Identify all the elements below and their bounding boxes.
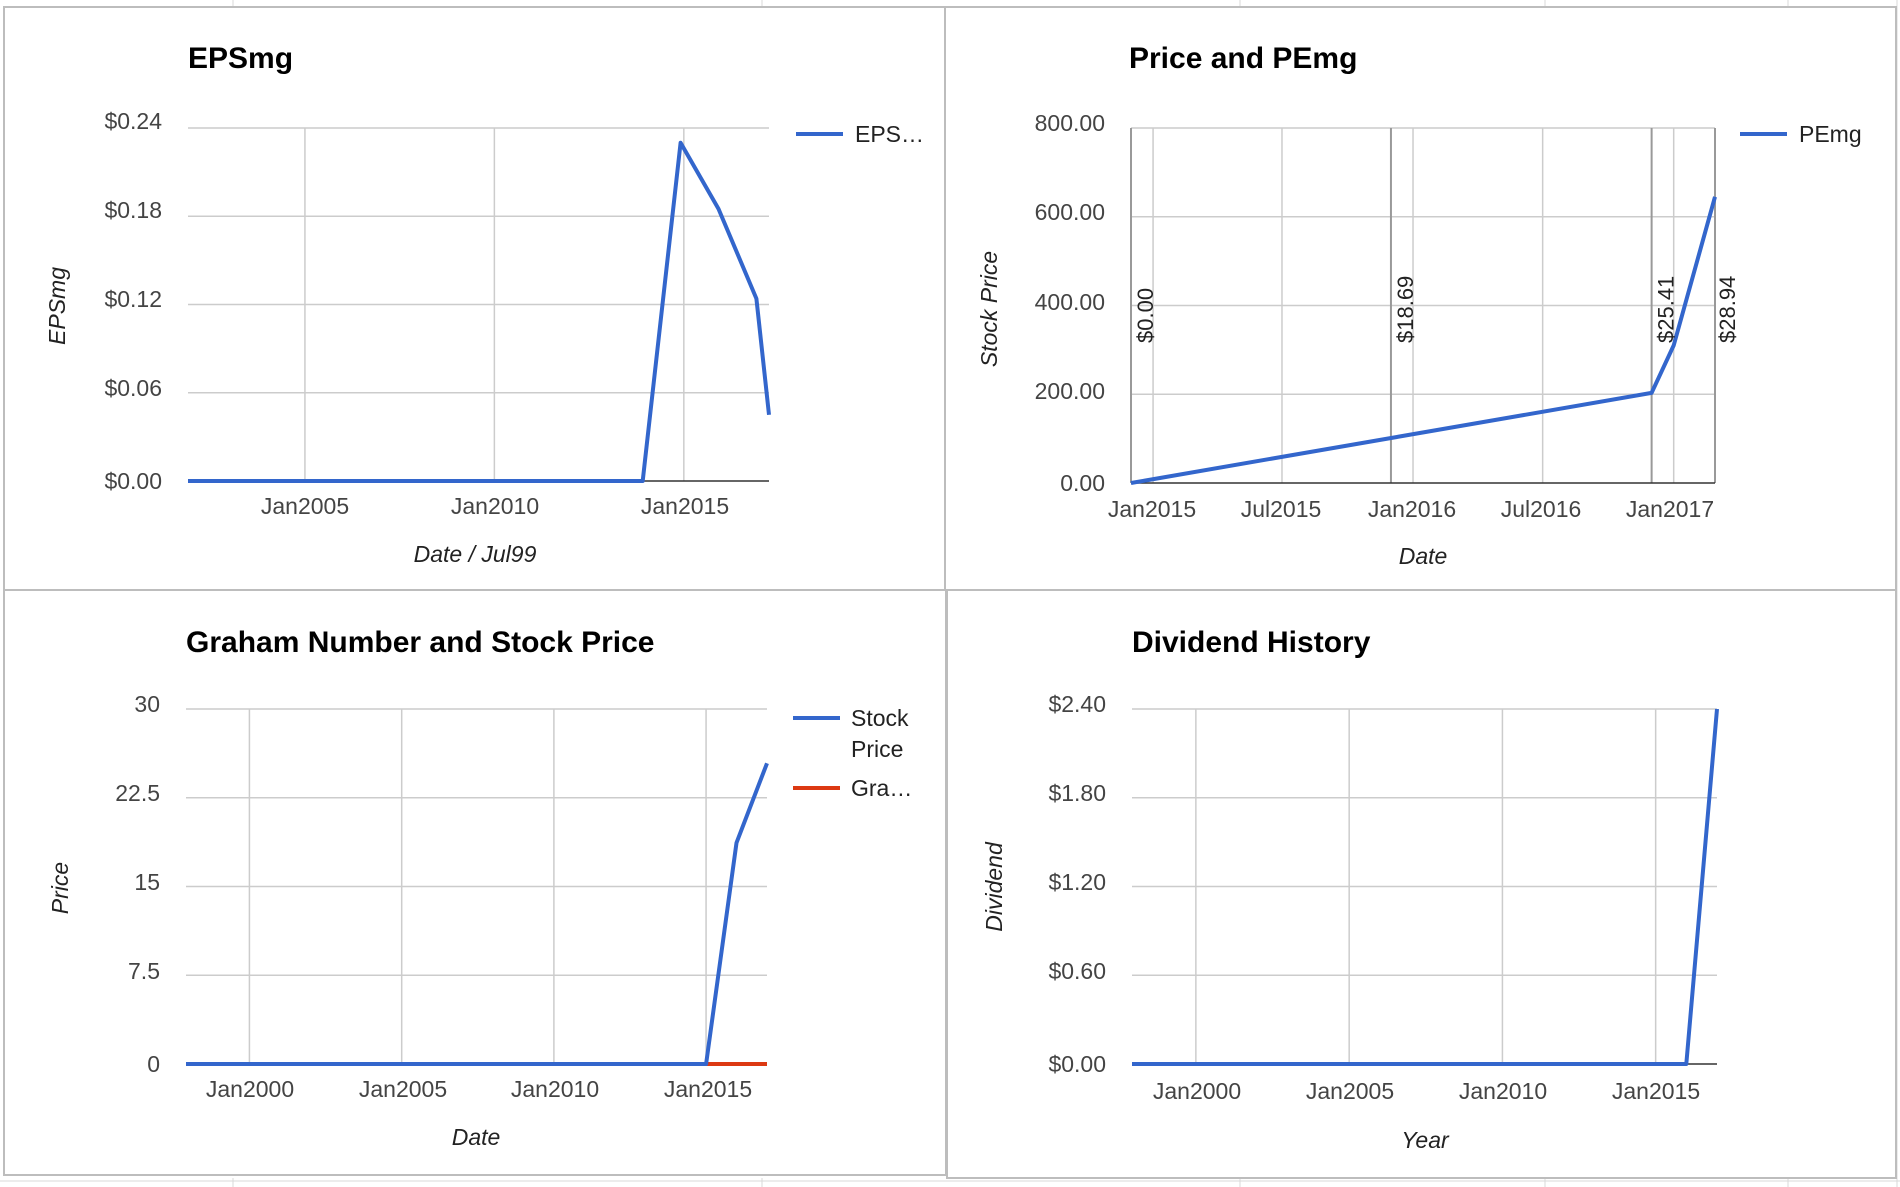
legend: Stock Price Gra… (793, 705, 912, 801)
x-tick-label: Jan2015 (641, 493, 729, 519)
x-tick-label: Jan2005 (261, 493, 349, 519)
chart-dividend-history[interactable]: Dividend History $2.40 $1.80 $1.20 $0.60… (946, 589, 1897, 1179)
x-tick-label: Jan2000 (1153, 1078, 1241, 1104)
y-tick-label: 7.5 (128, 958, 160, 984)
y-axis-title: Price (47, 862, 73, 914)
chart-title: Price and PEmg (1129, 42, 1357, 75)
chart-graham-number-svg: Graham Number and Stock Price 30 22.5 15… (47, 626, 912, 1150)
x-tick-label: Jan2015 (1108, 496, 1196, 522)
y-axis-title: Dividend (981, 841, 1007, 932)
x-tick-label: Jan2017 (1626, 496, 1714, 522)
x-tick-label: Jul2016 (1501, 496, 1582, 522)
chart-price-and-pemg[interactable]: Price and PEmg $0.00 $18.69 $25.41 $28.94 8… (944, 6, 1897, 592)
y-tick-label: 600.00 (1035, 199, 1105, 225)
chart-epsmg-svg: EPSmg $0.24 $0.18 $0.12 $0.06 $0.00 Jan2… (44, 42, 924, 567)
y-tick-label: $1.20 (1048, 869, 1106, 895)
legend-label: PEmg (1799, 121, 1862, 147)
y-tick-label: 30 (134, 691, 160, 717)
x-axis-title: Date / Jul99 (414, 541, 537, 567)
y-tick-label: 800.00 (1035, 110, 1105, 136)
y-tick-label: $1.80 (1048, 780, 1106, 806)
legend-label-line-2: Price (851, 736, 903, 762)
x-tick-label: Jan2010 (1459, 1078, 1547, 1104)
y-tick-label: $0.00 (104, 468, 162, 494)
y-tick-label: $0.24 (104, 108, 162, 134)
legend-label: Gra… (851, 775, 912, 801)
x-tick-label: Jan2010 (511, 1076, 599, 1102)
x-tick-label: Jan2016 (1368, 496, 1456, 522)
legend: PEmg (1740, 121, 1862, 147)
y-tick-label: 400.00 (1035, 289, 1105, 315)
chart-title: Dividend History (1132, 626, 1371, 659)
x-axis-title: Date (1399, 543, 1448, 569)
legend-label: Stock Price (851, 705, 909, 762)
y-tick-label: $0.00 (1048, 1051, 1106, 1077)
series-line (1132, 708, 1719, 1066)
x-tick-label: Jan2010 (451, 493, 539, 519)
x-tick-label: Jan2005 (359, 1076, 447, 1102)
y-tick-label: $0.12 (104, 286, 162, 312)
legend: EPS… (796, 121, 924, 147)
x-tick-label: Jul2015 (1241, 496, 1322, 522)
y-tick-label: $2.40 (1048, 691, 1106, 717)
y-tick-label: 0 (147, 1051, 160, 1077)
y-tick-label: $0.18 (104, 197, 162, 223)
chart-title: Graham Number and Stock Price (186, 626, 655, 659)
chart-price-and-pemg-svg: Price and PEmg $0.00 $18.69 $25.41 $28.94 8… (976, 42, 1862, 569)
x-tick-label: Jan2000 (206, 1076, 294, 1102)
y-tick-label: 22.5 (115, 780, 160, 806)
legend-label-line-1: Stock (851, 705, 909, 731)
series-line (1130, 196, 1717, 485)
legend-label: EPS… (855, 121, 924, 147)
series-line (186, 762, 769, 1066)
annotation-label: $28.94 (1715, 276, 1740, 343)
x-axis-title: Year (1401, 1127, 1450, 1153)
chart-graham-number-and-stock-price[interactable]: Graham Number and Stock Price 30 22.5 15… (3, 589, 947, 1176)
chart-title: EPSmg (188, 42, 293, 75)
y-tick-label: $0.06 (104, 375, 162, 401)
y-tick-label: $0.60 (1048, 958, 1106, 984)
x-tick-label: Jan2015 (664, 1076, 752, 1102)
chart-dividend-history-svg: Dividend History $2.40 $1.80 $1.20 $0.60… (981, 626, 1719, 1153)
y-tick-label: 15 (134, 869, 160, 895)
series-line (188, 140, 771, 483)
annotation-label: $25.41 (1654, 276, 1679, 343)
y-tick-label: 0.00 (1060, 470, 1105, 496)
y-axis-title: EPSmg (44, 267, 70, 345)
x-tick-label: Jan2015 (1612, 1078, 1700, 1104)
annotation-label: $0.00 (1133, 288, 1158, 343)
x-tick-label: Jan2005 (1306, 1078, 1394, 1104)
y-tick-label: 200.00 (1035, 378, 1105, 404)
x-axis-title: Date (452, 1124, 501, 1150)
y-axis-title: Stock Price (976, 251, 1002, 367)
annotation-label: $18.69 (1393, 276, 1418, 343)
chart-epsmg[interactable]: EPSmg $0.24 $0.18 $0.12 $0.06 $0.00 Jan2… (3, 6, 947, 592)
